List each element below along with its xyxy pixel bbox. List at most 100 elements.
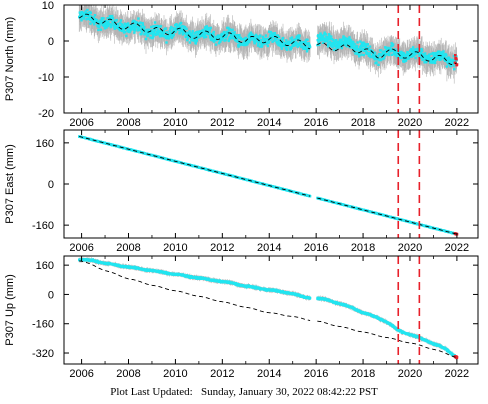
- north-data-point: [237, 40, 240, 43]
- north-data-point: [261, 35, 264, 39]
- north-data-point: [352, 41, 355, 44]
- north-data-point: [205, 25, 208, 28]
- north-data-point: [134, 24, 137, 28]
- north-data-point: [291, 39, 294, 42]
- north-data-point: [203, 33, 206, 36]
- north-data-point: [254, 36, 257, 39]
- north-data-point: [411, 50, 414, 54]
- north-xtick-label: 2006: [69, 117, 93, 129]
- north-data-point: [204, 31, 207, 34]
- north-data-point: [365, 43, 368, 46]
- east-data-layer: [78, 135, 459, 236]
- north-data-point: [270, 37, 273, 40]
- north-data-point: [439, 54, 442, 57]
- north-data-point: [404, 54, 407, 57]
- north-data-point: [205, 35, 208, 39]
- north-data-point: [246, 43, 249, 46]
- north-data-point: [227, 26, 230, 30]
- north-data-point: [140, 25, 143, 28]
- north-data-point: [424, 56, 427, 60]
- north-data-point: [359, 40, 362, 43]
- north-data-point: [236, 39, 239, 42]
- north-data-point: [428, 53, 431, 56]
- north-data-point: [169, 29, 172, 32]
- north-data-point: [440, 56, 443, 60]
- north-data-point: [272, 39, 276, 42]
- north-data-point: [387, 51, 391, 54]
- north-data-point: [425, 60, 428, 64]
- north-data-point: [92, 16, 96, 19]
- north-data-point: [193, 32, 197, 35]
- north-data-point: [254, 33, 258, 37]
- north-data-point: [132, 24, 136, 27]
- north-data-point: [271, 32, 275, 35]
- north-data-point: [304, 41, 307, 44]
- north-data-point: [236, 36, 239, 40]
- north-data-point: [393, 48, 396, 51]
- north-data-point: [354, 52, 357, 55]
- north-data-point: [300, 45, 304, 48]
- north-data-point: [84, 11, 87, 14]
- north-data-point: [267, 39, 271, 43]
- north-data-point: [391, 43, 395, 46]
- north-data-point: [202, 31, 205, 34]
- north-data-point: [221, 37, 224, 40]
- north-xtick-label: 2016: [304, 117, 328, 129]
- north-data-point: [268, 30, 271, 33]
- north-data-point: [349, 40, 352, 44]
- north-data-point: [143, 33, 146, 36]
- north-data-point: [389, 48, 392, 51]
- east-data-point: [308, 195, 312, 198]
- north-data-point: [259, 42, 263, 45]
- north-data-point: [143, 25, 146, 29]
- north-data-point: [374, 54, 377, 57]
- north-data-point: [360, 53, 363, 56]
- north-data-point: [326, 43, 329, 46]
- north-data-point: [305, 50, 309, 53]
- north-ytick-label: -10: [38, 72, 54, 84]
- north-data-point: [93, 14, 97, 17]
- north-data-point: [328, 35, 331, 38]
- north-data-point: [259, 34, 262, 37]
- north-data-point: [383, 50, 386, 53]
- north-data-point: [103, 24, 106, 28]
- north-data-point: [78, 11, 81, 14]
- north-data-point: [342, 40, 345, 44]
- north-data-point: [244, 36, 248, 40]
- north-data-point: [333, 40, 337, 43]
- north-data-point: [95, 19, 99, 22]
- north-data-point: [290, 46, 293, 49]
- north-data-point: [224, 38, 227, 42]
- north-data-point: [116, 24, 120, 27]
- north-data-point: [237, 43, 240, 47]
- north-data-point: [411, 53, 414, 56]
- north-data-point: [453, 67, 456, 71]
- north-data-point: [407, 57, 411, 60]
- north-data-point: [181, 24, 184, 28]
- north-data-point: [197, 36, 201, 39]
- north-recent-point: [455, 63, 459, 66]
- north-data-point: [196, 33, 199, 36]
- north-data-point: [430, 52, 433, 56]
- north-data-point: [168, 30, 171, 33]
- north-data-point: [81, 15, 85, 18]
- north-data-point: [424, 54, 428, 58]
- north-data-point: [267, 41, 270, 44]
- north-data-point: [241, 38, 244, 41]
- north-data-point: [249, 34, 252, 37]
- north-data-point: [335, 39, 338, 42]
- north-data-point: [402, 57, 406, 61]
- north-data-point: [237, 45, 240, 48]
- north-data-point: [377, 63, 380, 66]
- north-data-point: [304, 42, 307, 45]
- north-data-point: [113, 27, 116, 30]
- north-data-point: [248, 40, 251, 44]
- north-data-point: [380, 49, 383, 52]
- north-data-point: [442, 53, 445, 57]
- north-data-point: [202, 28, 205, 32]
- north-data-point: [137, 26, 140, 30]
- north-data-point: [390, 53, 394, 56]
- north-data-point: [156, 28, 160, 31]
- north-data-point: [332, 48, 336, 51]
- north-data-point: [362, 53, 365, 57]
